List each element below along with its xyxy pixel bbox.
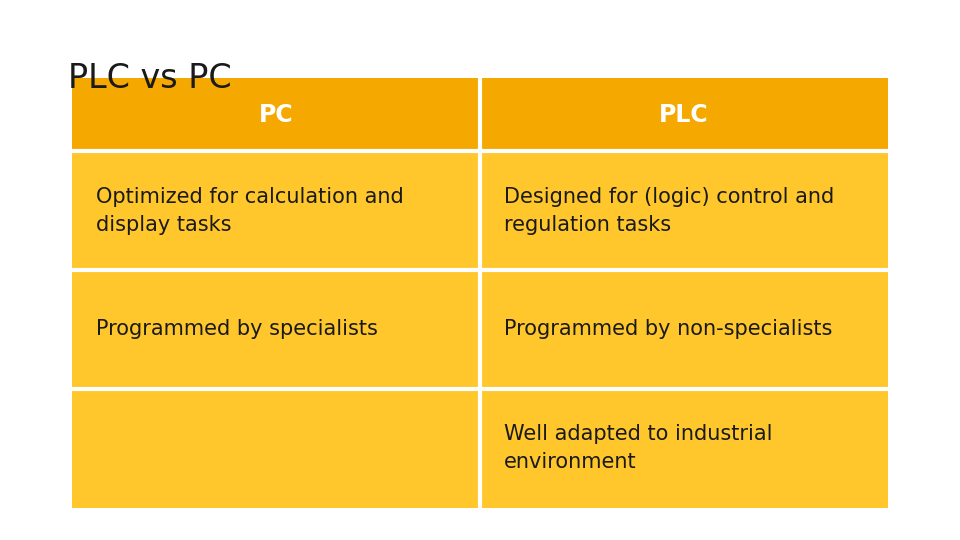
Text: PC: PC [258,103,294,127]
Text: Designed for (logic) control and
regulation tasks: Designed for (logic) control and regulat… [504,187,834,234]
FancyBboxPatch shape [72,78,480,151]
Text: PLC: PLC [660,103,708,127]
FancyBboxPatch shape [480,78,888,151]
Text: Programmed by specialists: Programmed by specialists [96,319,378,340]
Text: Programmed by non-specialists: Programmed by non-specialists [504,319,832,340]
FancyBboxPatch shape [72,78,888,508]
Text: PLC vs PC: PLC vs PC [68,62,231,95]
Text: Well adapted to industrial
environment: Well adapted to industrial environment [504,424,773,472]
Text: Optimized for calculation and
display tasks: Optimized for calculation and display ta… [96,187,404,234]
